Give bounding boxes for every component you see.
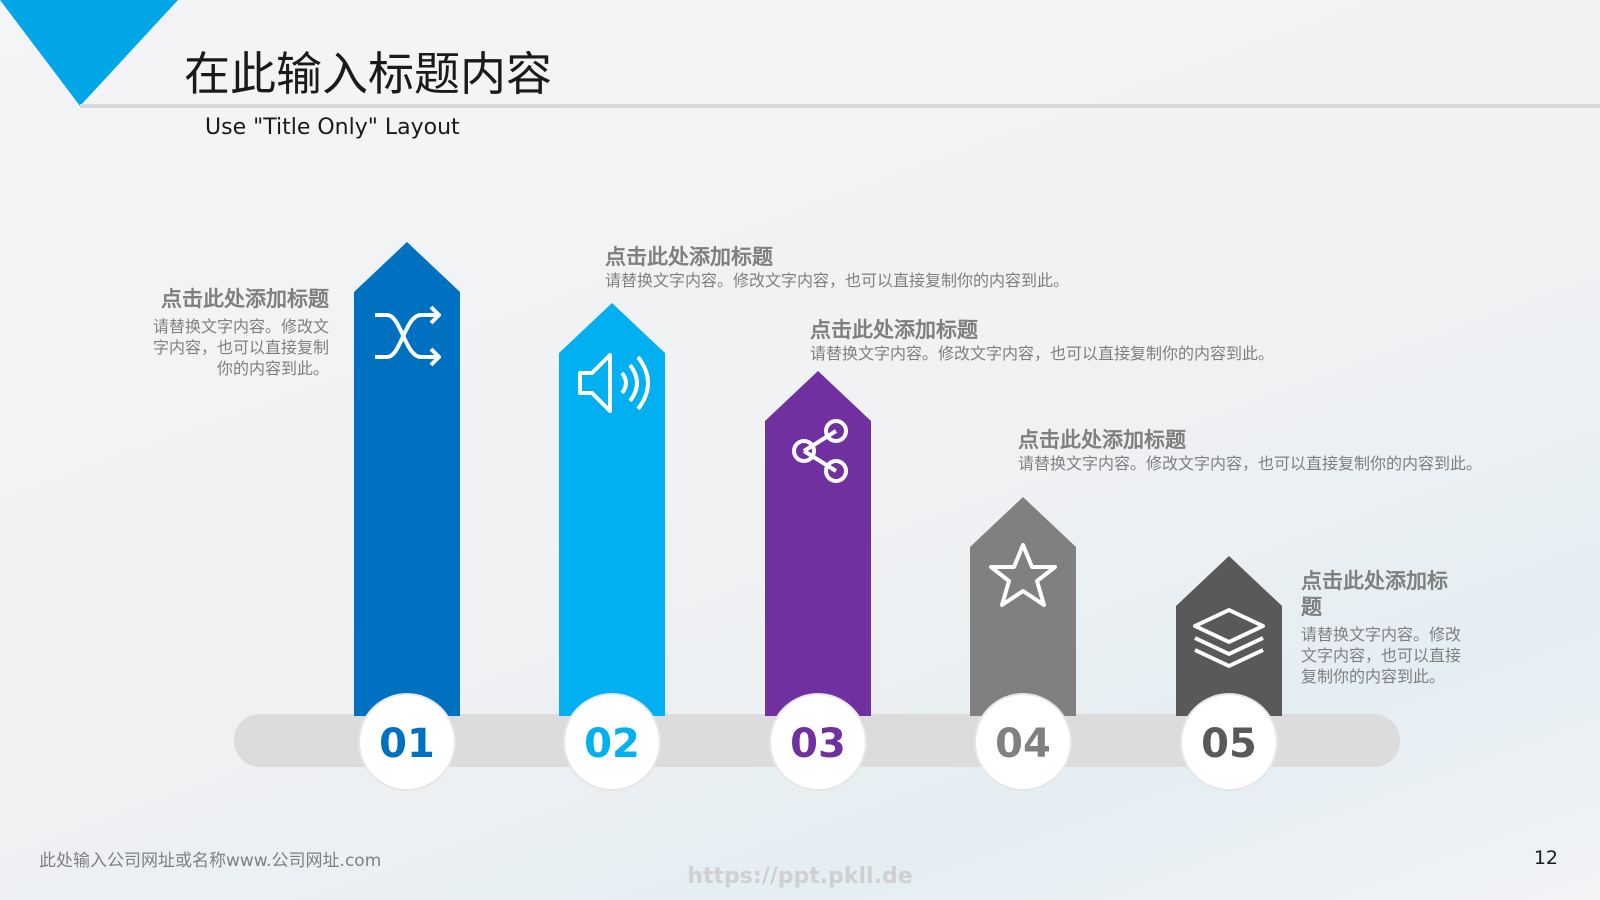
watermark: https://ppt.pkll.de	[687, 864, 912, 889]
number-badge	[1180, 693, 1278, 791]
arrow	[559, 303, 665, 716]
icon	[989, 543, 1057, 607]
item-text: 点击此处添加标题 请替换文字内容。修改文字内容，也可以直接复制你的内容到此。	[149, 286, 329, 379]
icon	[375, 305, 441, 367]
title-rule	[80, 104, 1600, 108]
item-heading: 点击此处添加标题	[161, 287, 329, 311]
icon	[1193, 608, 1265, 668]
icon	[792, 419, 848, 483]
item-text: 点击此处添加标题 请替换文字内容。修改文字内容，也可以直接复制你的内容到此。	[1301, 568, 1466, 687]
item-body: 请替换文字内容。修改文字内容，也可以直接复制你的内容到此。	[152, 317, 329, 378]
item-text: 点击此处添加标题 请替换文字内容。修改文字内容，也可以直接复制你的内容到此。	[1018, 427, 1558, 474]
page-number: 12	[1534, 847, 1558, 869]
number-badge	[974, 693, 1072, 791]
item-heading: 点击此处添加标题	[1018, 428, 1186, 452]
number: 01	[379, 721, 435, 767]
item-heading: 点击此处添加标题	[810, 318, 978, 342]
arrow	[354, 242, 460, 716]
item-body: 请替换文字内容。修改文字内容，也可以直接复制你的内容到此。	[1018, 454, 1483, 473]
item-text: 点击此处添加标题 请替换文字内容。修改文字内容，也可以直接复制你的内容到此。	[605, 244, 1125, 291]
item-body: 请替换文字内容。修改文字内容，也可以直接复制你的内容到此。	[1301, 625, 1462, 686]
item-body: 请替换文字内容。修改文字内容，也可以直接复制你的内容到此。	[605, 271, 1070, 290]
item-body: 请替换文字内容。修改文字内容，也可以直接复制你的内容到此。	[810, 344, 1275, 363]
subtitle: Use "Title Only" Layout	[205, 115, 460, 140]
item-heading: 点击此处添加标题	[605, 245, 773, 269]
arrow	[1176, 556, 1282, 716]
footer-company: 此处输入公司网址或名称www.公司网址.com	[39, 851, 381, 871]
number: 05	[1201, 721, 1257, 767]
number: 04	[995, 721, 1051, 767]
item-heading: 点击此处添加标题	[1301, 569, 1448, 619]
arrow	[970, 497, 1076, 716]
number-badge	[358, 693, 456, 791]
number-badge	[769, 693, 867, 791]
number: 03	[790, 721, 846, 767]
number-badge	[563, 693, 661, 791]
corner-triangle	[0, 0, 178, 106]
arrow	[765, 371, 871, 716]
item-text: 点击此处添加标题 请替换文字内容。修改文字内容，也可以直接复制你的内容到此。	[810, 317, 1330, 364]
title: 在此输入标题内容	[184, 47, 552, 101]
icon	[578, 353, 650, 413]
number: 02	[584, 721, 640, 767]
